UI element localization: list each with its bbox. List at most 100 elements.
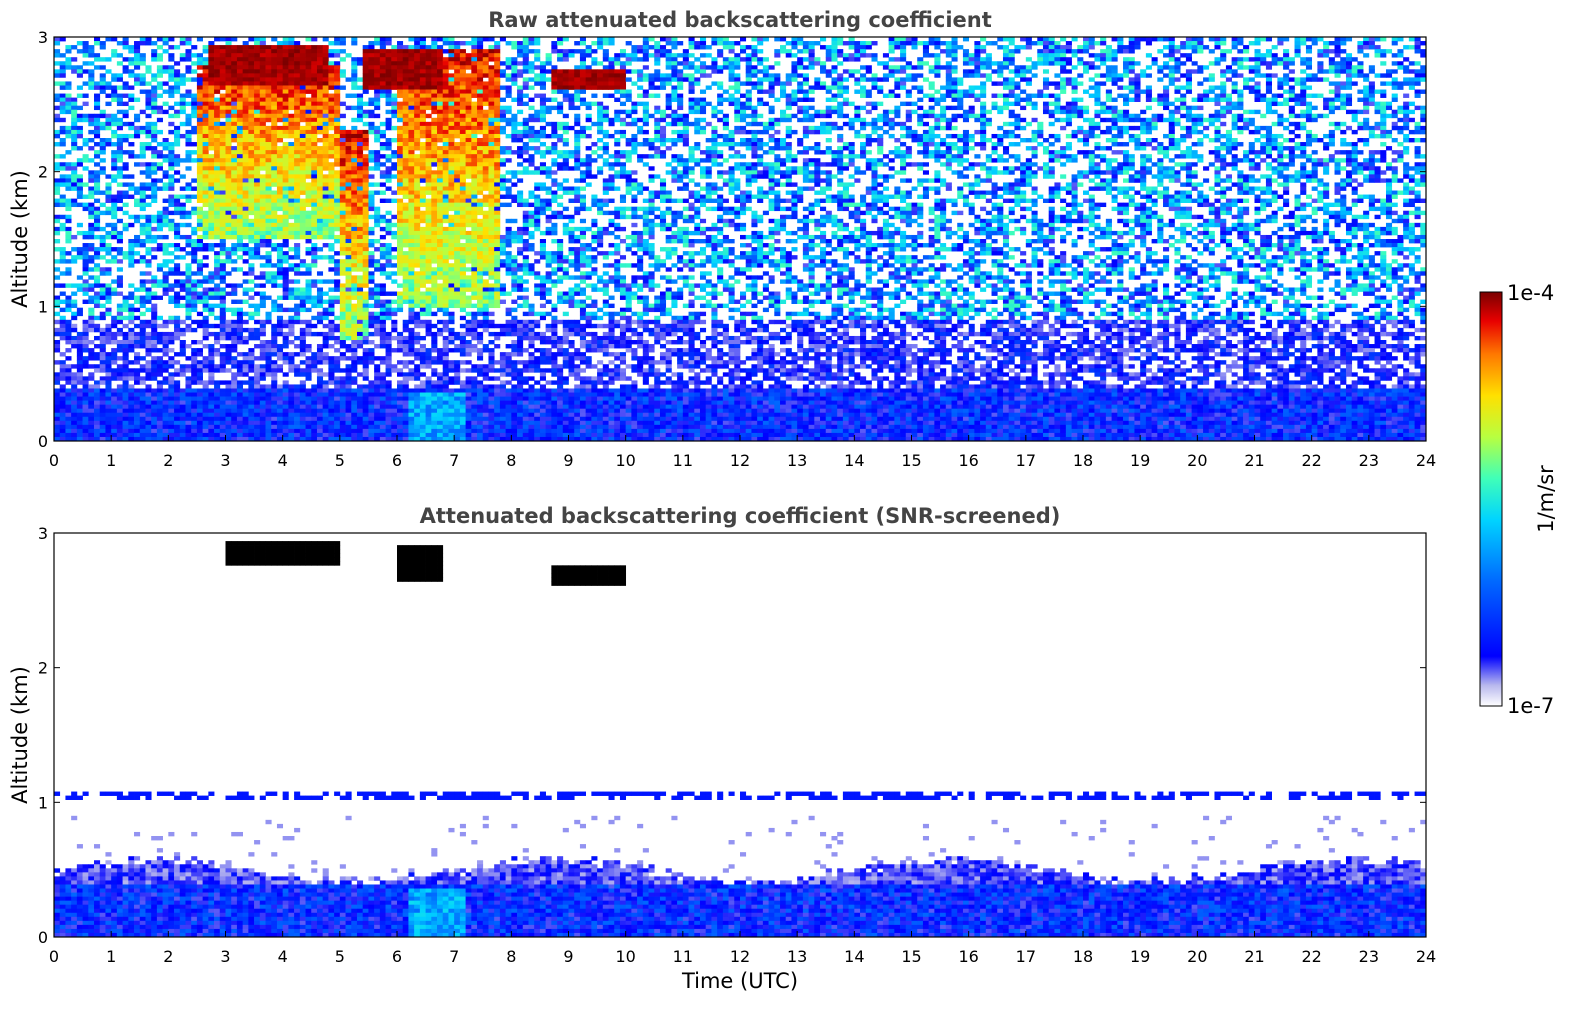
heatmap-cell: [163, 401, 169, 405]
heatmap-cell: [323, 118, 329, 122]
heatmap-cell: [283, 243, 289, 247]
heatmap-cell: [357, 130, 363, 134]
heatmap-cell: [145, 227, 151, 231]
heatmap-cell: [220, 421, 226, 425]
heatmap-cell: [323, 178, 329, 182]
heatmap-cell: [128, 336, 134, 340]
heatmap-cell: [197, 352, 203, 356]
heatmap-cell: [420, 90, 426, 94]
heatmap-cell: [151, 191, 157, 195]
heatmap-cell: [163, 380, 169, 384]
heatmap-cell: [88, 393, 94, 397]
heatmap-cell: [340, 332, 346, 336]
heatmap-cell: [260, 126, 266, 130]
heatmap-cell: [414, 134, 420, 138]
heatmap-cell: [168, 243, 174, 247]
heatmap-cell: [420, 372, 426, 376]
heatmap-cell: [351, 166, 357, 170]
heatmap-cell: [71, 186, 77, 190]
heatmap-cell: [346, 433, 352, 437]
heatmap-cell: [391, 150, 397, 154]
heatmap-cell: [414, 421, 420, 425]
heatmap-cell: [323, 219, 329, 223]
heatmap-cell: [420, 94, 426, 98]
heatmap-cell: [231, 134, 237, 138]
heatmap-cell: [420, 283, 426, 287]
heatmap-cell: [368, 271, 374, 275]
heatmap-cell: [248, 425, 254, 429]
heatmap-cell: [334, 178, 340, 182]
heatmap-cell: [174, 178, 180, 182]
heatmap-cell: [408, 413, 414, 417]
heatmap-cell: [386, 158, 392, 162]
heatmap-cell: [357, 393, 363, 397]
heatmap-cell: [145, 166, 151, 170]
heatmap-cell: [288, 320, 294, 324]
heatmap-cell: [271, 162, 277, 166]
heatmap-cell: [243, 429, 249, 433]
heatmap-cell: [185, 41, 191, 45]
heatmap-cell: [408, 110, 414, 114]
heatmap-cell: [185, 77, 191, 81]
heatmap-cell: [283, 53, 289, 57]
heatmap-cell: [83, 380, 89, 384]
heatmap-cell: [163, 368, 169, 372]
heatmap-cell: [134, 352, 140, 356]
heatmap-cell: [403, 324, 409, 328]
heatmap-cell: [65, 227, 71, 231]
heatmap-cell: [391, 368, 397, 372]
heatmap-cell: [157, 372, 163, 376]
heatmap-cell: [243, 271, 249, 275]
heatmap-cell: [174, 227, 180, 231]
heatmap-cell: [94, 106, 100, 110]
heatmap-cell: [386, 417, 392, 421]
heatmap-cell: [140, 215, 146, 219]
heatmap-cell: [363, 138, 369, 142]
heatmap-cell: [357, 405, 363, 409]
heatmap-cell: [311, 360, 317, 364]
heatmap-cell: [185, 324, 191, 328]
heatmap-cell: [168, 122, 174, 126]
heatmap-cell: [391, 413, 397, 417]
heatmap-cell: [351, 146, 357, 150]
heatmap-cell: [100, 170, 106, 174]
heatmap-cell: [128, 409, 134, 413]
heatmap-cell: [83, 158, 89, 162]
heatmap-cell: [214, 49, 220, 53]
heatmap-cell: [203, 154, 209, 158]
heatmap-cell: [134, 134, 140, 138]
heatmap-cell: [363, 360, 369, 364]
heatmap-cell: [94, 409, 100, 413]
heatmap-cell: [237, 49, 243, 53]
heatmap-cell: [208, 388, 214, 392]
heatmap-cell: [145, 130, 151, 134]
heatmap-cell: [414, 275, 420, 279]
heatmap-cell: [277, 283, 283, 287]
heatmap-cell: [374, 94, 380, 98]
heatmap-cell: [414, 158, 420, 162]
heatmap-cell: [294, 174, 300, 178]
heatmap-cell: [123, 37, 129, 41]
heatmap-cell: [163, 154, 169, 158]
heatmap-cell: [288, 352, 294, 356]
heatmap-cell: [386, 340, 392, 344]
heatmap-cell: [214, 417, 220, 421]
heatmap-cell: [391, 191, 397, 195]
heatmap-cell: [368, 348, 374, 352]
heatmap-cell: [317, 409, 323, 413]
heatmap-cell: [357, 388, 363, 392]
heatmap-cell: [374, 283, 380, 287]
heatmap-cell: [328, 61, 334, 65]
heatmap-cell: [403, 186, 409, 190]
heatmap-cell: [397, 425, 403, 429]
heatmap-cell: [386, 102, 392, 106]
heatmap-cell: [323, 380, 329, 384]
heatmap-cell: [77, 203, 83, 207]
heatmap-cell: [283, 41, 289, 45]
heatmap-cell: [237, 102, 243, 106]
heatmap-cell: [426, 166, 432, 170]
heatmap-cell: [83, 336, 89, 340]
heatmap-cell: [54, 118, 60, 122]
heatmap-cell: [328, 308, 334, 312]
heatmap-cell: [294, 102, 300, 106]
